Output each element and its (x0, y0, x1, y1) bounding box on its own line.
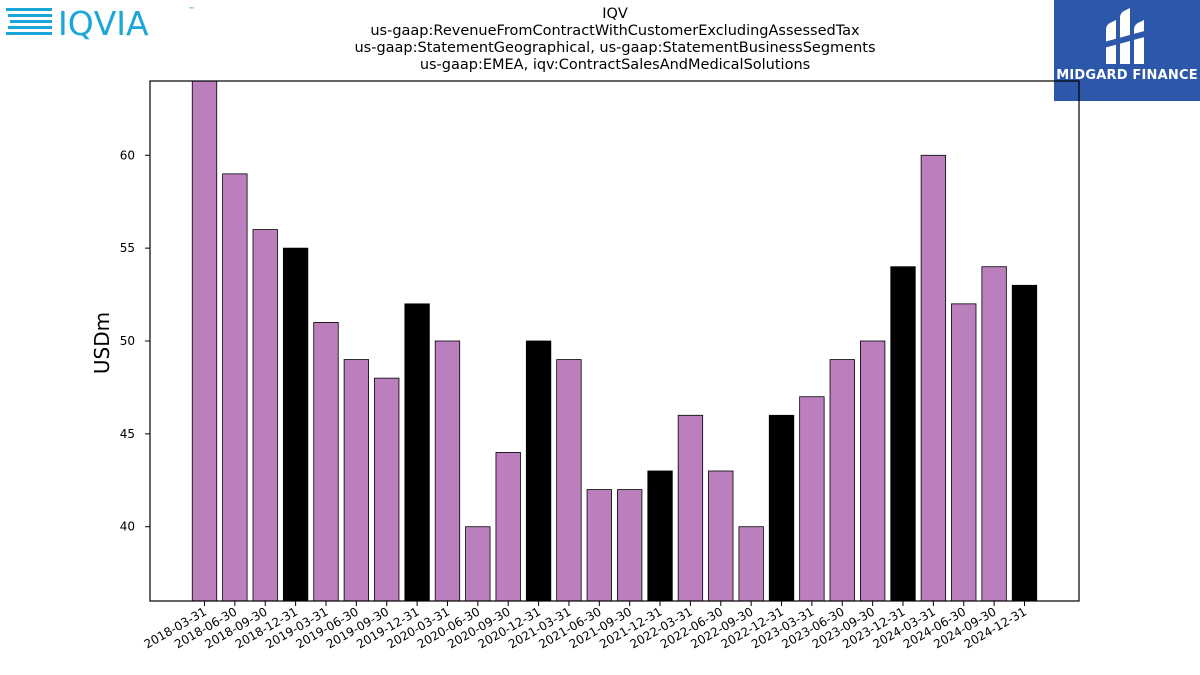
bar-2023-12-31 (890, 266, 916, 602)
bar-2019-09-30 (374, 377, 400, 602)
iqvia-logo: IQVIA ™ (6, 4, 195, 42)
bar-2018-06-30 (222, 173, 248, 602)
y-axis-label: USDm (90, 312, 114, 374)
bar-2024-03-31 (920, 154, 947, 602)
bar-2020-06-30 (465, 526, 491, 602)
bar-2019-03-31 (313, 322, 339, 602)
midgard-logo-text: MIDGARD FINANCE (1056, 68, 1198, 83)
bar-2018-03-31 (191, 80, 218, 602)
bar-2022-03-31 (677, 414, 704, 602)
title-line-axes: us-gaap:StatementGeographical, us-gaap:S… (354, 40, 876, 56)
title-line-ticker: IQV (602, 6, 628, 22)
title-line-members: us-gaap:EMEA, iqv:ContractSalesAndMedica… (419, 57, 811, 73)
bar-2021-06-30 (586, 489, 612, 602)
bar-2024-09-30 (981, 266, 1007, 602)
iqvia-stripes-icon (6, 8, 52, 35)
y-tick-label: 55 (120, 241, 135, 255)
bar-2021-09-30 (617, 489, 643, 602)
bar-2022-09-30 (738, 526, 764, 602)
midgard-finance-logo: MIDGARD FINANCE (1054, 0, 1200, 101)
bar-2019-06-30 (343, 359, 370, 602)
y-tick-label: 45 (120, 427, 135, 441)
y-tick-label: 50 (120, 334, 135, 348)
x-axis: 2018-03-312018-06-302018-09-302018-12-31… (142, 601, 1029, 651)
y-tick-label: 60 (120, 148, 135, 162)
bar-2021-12-31 (647, 470, 673, 602)
y-axis: 40 45 50 55 60 (120, 148, 150, 534)
iqvia-logo-text: IQVIA (58, 4, 149, 42)
bar-2018-12-31 (282, 247, 309, 602)
title-line-concept: us-gaap:RevenueFromContractWithCustomerE… (370, 23, 860, 39)
y-tick-label: 40 (120, 520, 135, 534)
bar-2023-06-30 (829, 359, 855, 602)
bar-2020-03-31 (434, 340, 461, 602)
bar-2024-06-30 (951, 303, 977, 602)
bars-group (191, 80, 1038, 602)
iqvia-tm-mark: ™ (188, 6, 195, 14)
bar-2021-03-31 (556, 359, 582, 602)
midgard-emblem-icon (1104, 8, 1148, 64)
bar-2022-12-31 (768, 414, 795, 602)
bar-2023-09-30 (859, 340, 886, 602)
bar-2023-03-31 (799, 396, 825, 602)
bar-2020-12-31 (525, 340, 552, 602)
bar-2022-06-30 (708, 470, 734, 602)
bar-2024-12-31 (1011, 284, 1038, 602)
bar-2019-12-31 (404, 303, 430, 602)
chart-title: IQV us-gaap:RevenueFromContractWithCusto… (240, 6, 990, 74)
bar-2018-09-30 (252, 229, 278, 602)
bar-2020-09-30 (495, 452, 521, 602)
